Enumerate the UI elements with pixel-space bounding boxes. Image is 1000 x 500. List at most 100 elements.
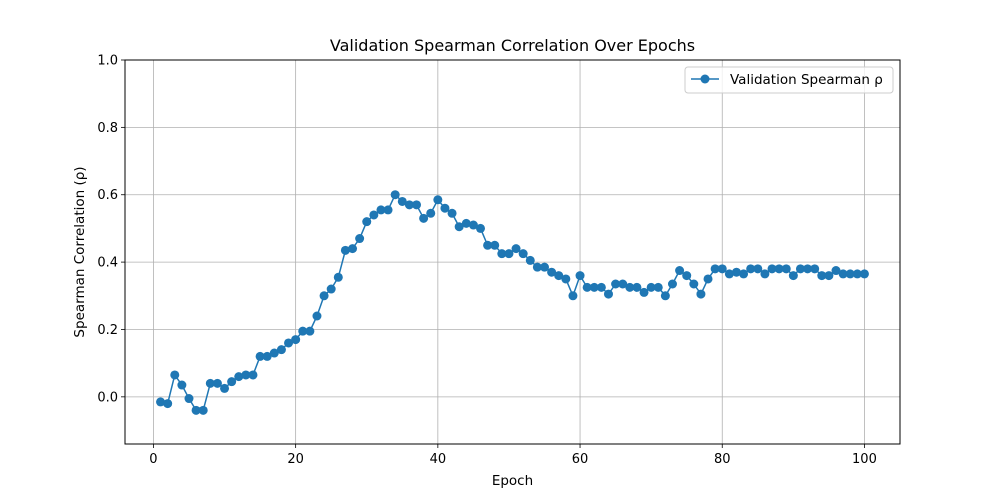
data-point — [355, 234, 365, 244]
data-point — [376, 205, 386, 215]
series-layer — [156, 190, 869, 415]
data-point — [284, 338, 294, 348]
data-point — [276, 345, 286, 355]
data-point — [838, 269, 848, 279]
series-line — [160, 193, 865, 412]
data-point — [404, 200, 414, 210]
data-point — [554, 271, 564, 281]
y-tick-label: 0.8 — [97, 121, 118, 136]
data-point — [227, 377, 237, 387]
data-point — [248, 370, 258, 380]
data-point — [831, 266, 841, 276]
data-point — [703, 274, 713, 284]
y-tick-label: 0.4 — [97, 256, 118, 271]
data-point — [781, 264, 791, 274]
data-point — [788, 271, 798, 281]
data-point — [348, 244, 358, 254]
data-point — [667, 279, 677, 289]
data-point — [483, 240, 493, 250]
data-point — [603, 289, 613, 299]
data-point — [390, 190, 400, 200]
data-point — [184, 394, 194, 404]
data-point — [291, 335, 301, 345]
data-point — [262, 351, 272, 361]
data-point — [710, 264, 720, 274]
y-tick-label: 0.6 — [97, 188, 118, 203]
legend: Validation Spearman ρ — [684, 66, 894, 94]
chart-title: Validation Spearman Correlation Over Epo… — [330, 36, 695, 55]
x-tick-label: 20 — [287, 452, 304, 467]
y-axis-title: Spearman Correlation (ρ) — [72, 166, 88, 337]
data-point — [163, 399, 173, 409]
data-point — [326, 284, 336, 294]
data-point — [298, 326, 308, 336]
data-point — [319, 291, 329, 301]
legend-marker-swatch — [700, 74, 710, 84]
data-point — [490, 240, 500, 250]
data-point — [795, 264, 805, 274]
data-point — [234, 372, 244, 382]
data-point — [817, 271, 827, 281]
data-point — [653, 282, 663, 292]
data-point — [660, 291, 670, 301]
data-point — [859, 269, 869, 279]
data-point — [433, 195, 443, 205]
data-point — [312, 311, 322, 321]
data-point — [397, 196, 407, 206]
x-tick-label: 40 — [430, 452, 447, 467]
data-point — [383, 205, 393, 215]
data-point — [675, 266, 685, 276]
data-point — [589, 282, 599, 292]
data-point — [724, 269, 734, 279]
data-point — [632, 282, 642, 292]
data-point — [575, 271, 585, 281]
plot-area-frame — [124, 59, 901, 445]
x-tick-label: 80 — [714, 452, 731, 467]
data-point — [497, 249, 507, 259]
data-point — [454, 222, 464, 232]
data-point — [426, 208, 436, 218]
data-point — [845, 269, 855, 279]
axis-ticks: 0 20 40 60 80 100 0.0 0.2 0.4 0.6 0.8 1.0 — [97, 54, 877, 468]
data-point — [532, 262, 542, 272]
data-point — [269, 348, 279, 358]
data-point — [852, 269, 862, 279]
data-point — [177, 380, 187, 390]
data-point — [689, 279, 699, 289]
y-tick-label: 0.0 — [97, 390, 118, 405]
data-point — [525, 255, 535, 265]
x-tick-label: 60 — [572, 452, 589, 467]
legend-label: Validation Spearman ρ — [730, 72, 883, 88]
data-point — [810, 264, 820, 274]
data-point — [518, 249, 528, 259]
data-point — [767, 264, 777, 274]
data-point — [255, 351, 265, 361]
data-point — [447, 208, 457, 218]
data-point — [774, 264, 784, 274]
data-point — [582, 282, 592, 292]
data-point — [419, 213, 429, 223]
data-point — [340, 245, 350, 255]
data-point — [625, 282, 635, 292]
data-point — [746, 264, 756, 274]
data-point — [191, 405, 201, 415]
data-point — [824, 271, 834, 281]
data-point — [803, 264, 813, 274]
data-point — [611, 279, 621, 289]
y-tick-label: 0.2 — [97, 323, 118, 338]
data-point — [170, 370, 180, 380]
data-point — [440, 203, 450, 213]
legend-box — [684, 66, 894, 94]
data-point — [212, 378, 222, 388]
data-point — [461, 218, 471, 228]
data-point — [547, 267, 557, 277]
data-point — [596, 282, 606, 292]
data-point — [241, 370, 251, 380]
data-point — [504, 249, 514, 259]
data-point — [760, 269, 770, 279]
x-axis-title: Epoch — [492, 473, 533, 489]
x-tick-label: 100 — [852, 452, 877, 467]
data-point — [561, 274, 571, 284]
data-point — [618, 279, 628, 289]
